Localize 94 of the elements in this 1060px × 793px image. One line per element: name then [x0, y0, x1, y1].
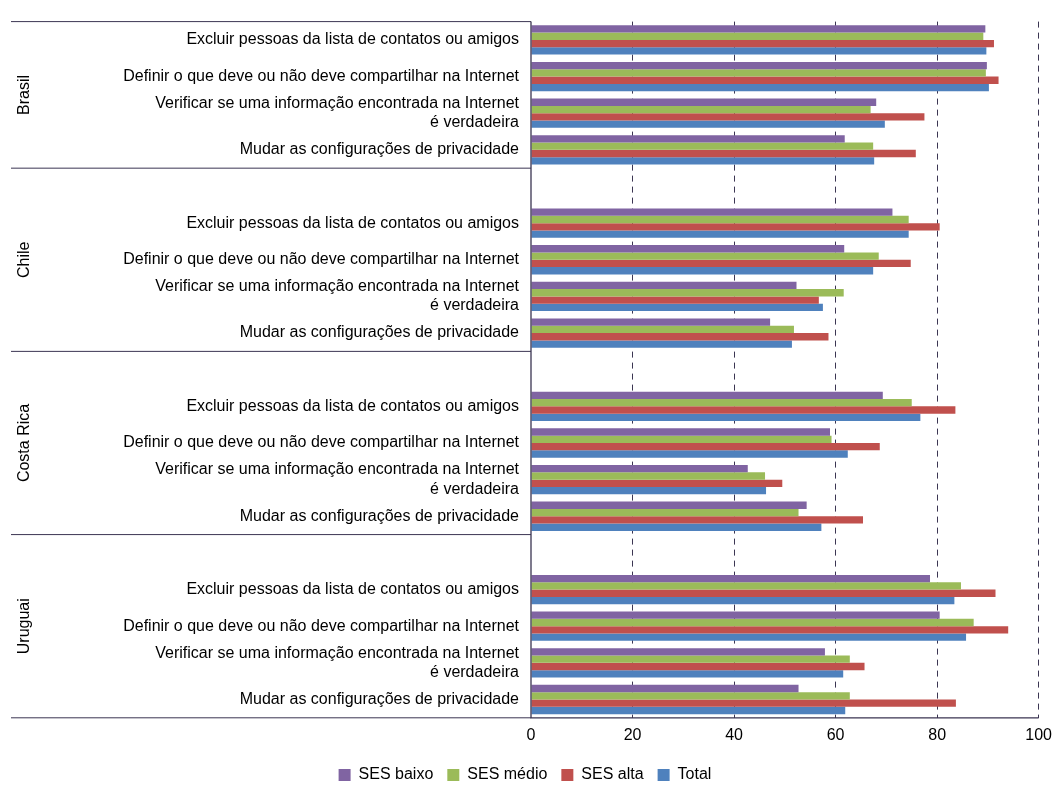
y-tick-label: Verificar se uma informação encontrada na Internet é verdadeira [155, 643, 520, 680]
bar [531, 648, 825, 656]
text: Chile [15, 241, 33, 279]
bar [531, 611, 940, 619]
y-tick-label: Excluir pessoas da lista de contatos ou amigos [186, 30, 519, 48]
bar [531, 208, 893, 216]
bar [531, 61, 987, 70]
y-tick-label: Excluir pessoas da lista de contatos ou amigos [186, 396, 519, 414]
bar [531, 428, 831, 436]
y-tick-label: Mudar as configurações de privacidade [239, 506, 520, 524]
bar [531, 142, 874, 150]
bar [531, 340, 792, 348]
bar [531, 230, 909, 238]
y-tick-label: Mudar as configurações de privacidade [239, 689, 520, 707]
bar [531, 333, 829, 341]
bar [531, 25, 986, 33]
bar [531, 281, 797, 290]
bar [531, 245, 845, 253]
bar [531, 223, 940, 231]
bar [531, 406, 956, 414]
bar [531, 76, 999, 84]
x-tick-label: 100 [1025, 725, 1053, 743]
bar [531, 105, 871, 114]
y-tick-label: Excluir pessoas da lista de contatos ou amigos [186, 579, 519, 597]
bar [531, 596, 955, 605]
bar [531, 149, 916, 158]
bar [531, 516, 864, 524]
bar [531, 120, 885, 128]
bar [531, 442, 880, 451]
bar [531, 508, 799, 517]
bar [531, 486, 767, 495]
bar [531, 318, 771, 326]
bar [531, 399, 912, 407]
text: Uruguai [15, 598, 33, 655]
legend-label: SES alta [581, 765, 644, 783]
bar [531, 135, 845, 143]
y-tick-label: Definir o que deve ou não deve compartilhar na Internet [123, 616, 520, 634]
legend-label: Total [677, 765, 712, 783]
bar [531, 464, 748, 473]
text: Costa Rica [15, 403, 33, 483]
bar [531, 479, 783, 487]
bar [531, 83, 989, 92]
bar [531, 252, 879, 260]
legend-label: SES médio [467, 765, 548, 783]
y-tick-label: Verificar se uma informação encontrada na Internet é verdadeira [155, 277, 520, 314]
bar [531, 296, 819, 304]
bar [531, 215, 909, 224]
y-tick-label: Definir o que deve ou não deve compartilhar na Internet [123, 66, 520, 84]
bar [531, 259, 911, 268]
bar [531, 582, 961, 590]
bar [531, 574, 931, 583]
y-tick-label: Verificar se uma informação encontrada na Internet é verdadeira [155, 460, 520, 497]
bar [531, 706, 846, 715]
bar [531, 391, 883, 400]
bar [531, 472, 766, 480]
bar [531, 157, 875, 165]
y-tick-label: Mudar as configurações de privacidade [239, 140, 520, 158]
bar [531, 662, 865, 671]
bar [531, 684, 799, 693]
bar [531, 435, 832, 443]
bar [531, 413, 921, 421]
bar [531, 32, 984, 40]
bar [531, 303, 823, 312]
bar [531, 325, 794, 334]
bar [531, 113, 925, 121]
bar [531, 69, 986, 77]
y-tick-label: Definir o que deve ou não deve compartilhar na Internet [123, 433, 520, 451]
x-tick-label: 80 [928, 725, 947, 743]
bar [531, 501, 807, 509]
x-tick-label: 40 [725, 725, 744, 743]
bar [531, 699, 956, 707]
bar [531, 289, 844, 297]
bar [531, 450, 848, 458]
x-tick-label: 0 [526, 725, 536, 743]
bar [531, 633, 967, 641]
bar [531, 655, 850, 663]
x-tick-label: 20 [623, 725, 642, 743]
bar [531, 267, 874, 275]
y-tick-label: Definir o que deve ou não deve compartilhar na Internet [123, 250, 520, 268]
y-tick-label: Mudar as configurações de privacidade [239, 323, 520, 341]
bar [531, 618, 974, 627]
bar [531, 670, 844, 678]
bar [531, 47, 987, 55]
bar [531, 589, 996, 597]
bar [531, 692, 850, 700]
text: Brasil [15, 74, 33, 115]
x-tick-label: 60 [826, 725, 845, 743]
y-tick-label: Verificar se uma informação encontrada na Internet é verdadeira [155, 94, 520, 131]
bar [531, 98, 877, 106]
y-tick-label: Excluir pessoas da lista de contatos ou amigos [186, 213, 519, 231]
bar [531, 626, 1009, 634]
bar [531, 523, 822, 531]
legend-label: SES baixo [358, 765, 434, 783]
bar [531, 39, 994, 48]
